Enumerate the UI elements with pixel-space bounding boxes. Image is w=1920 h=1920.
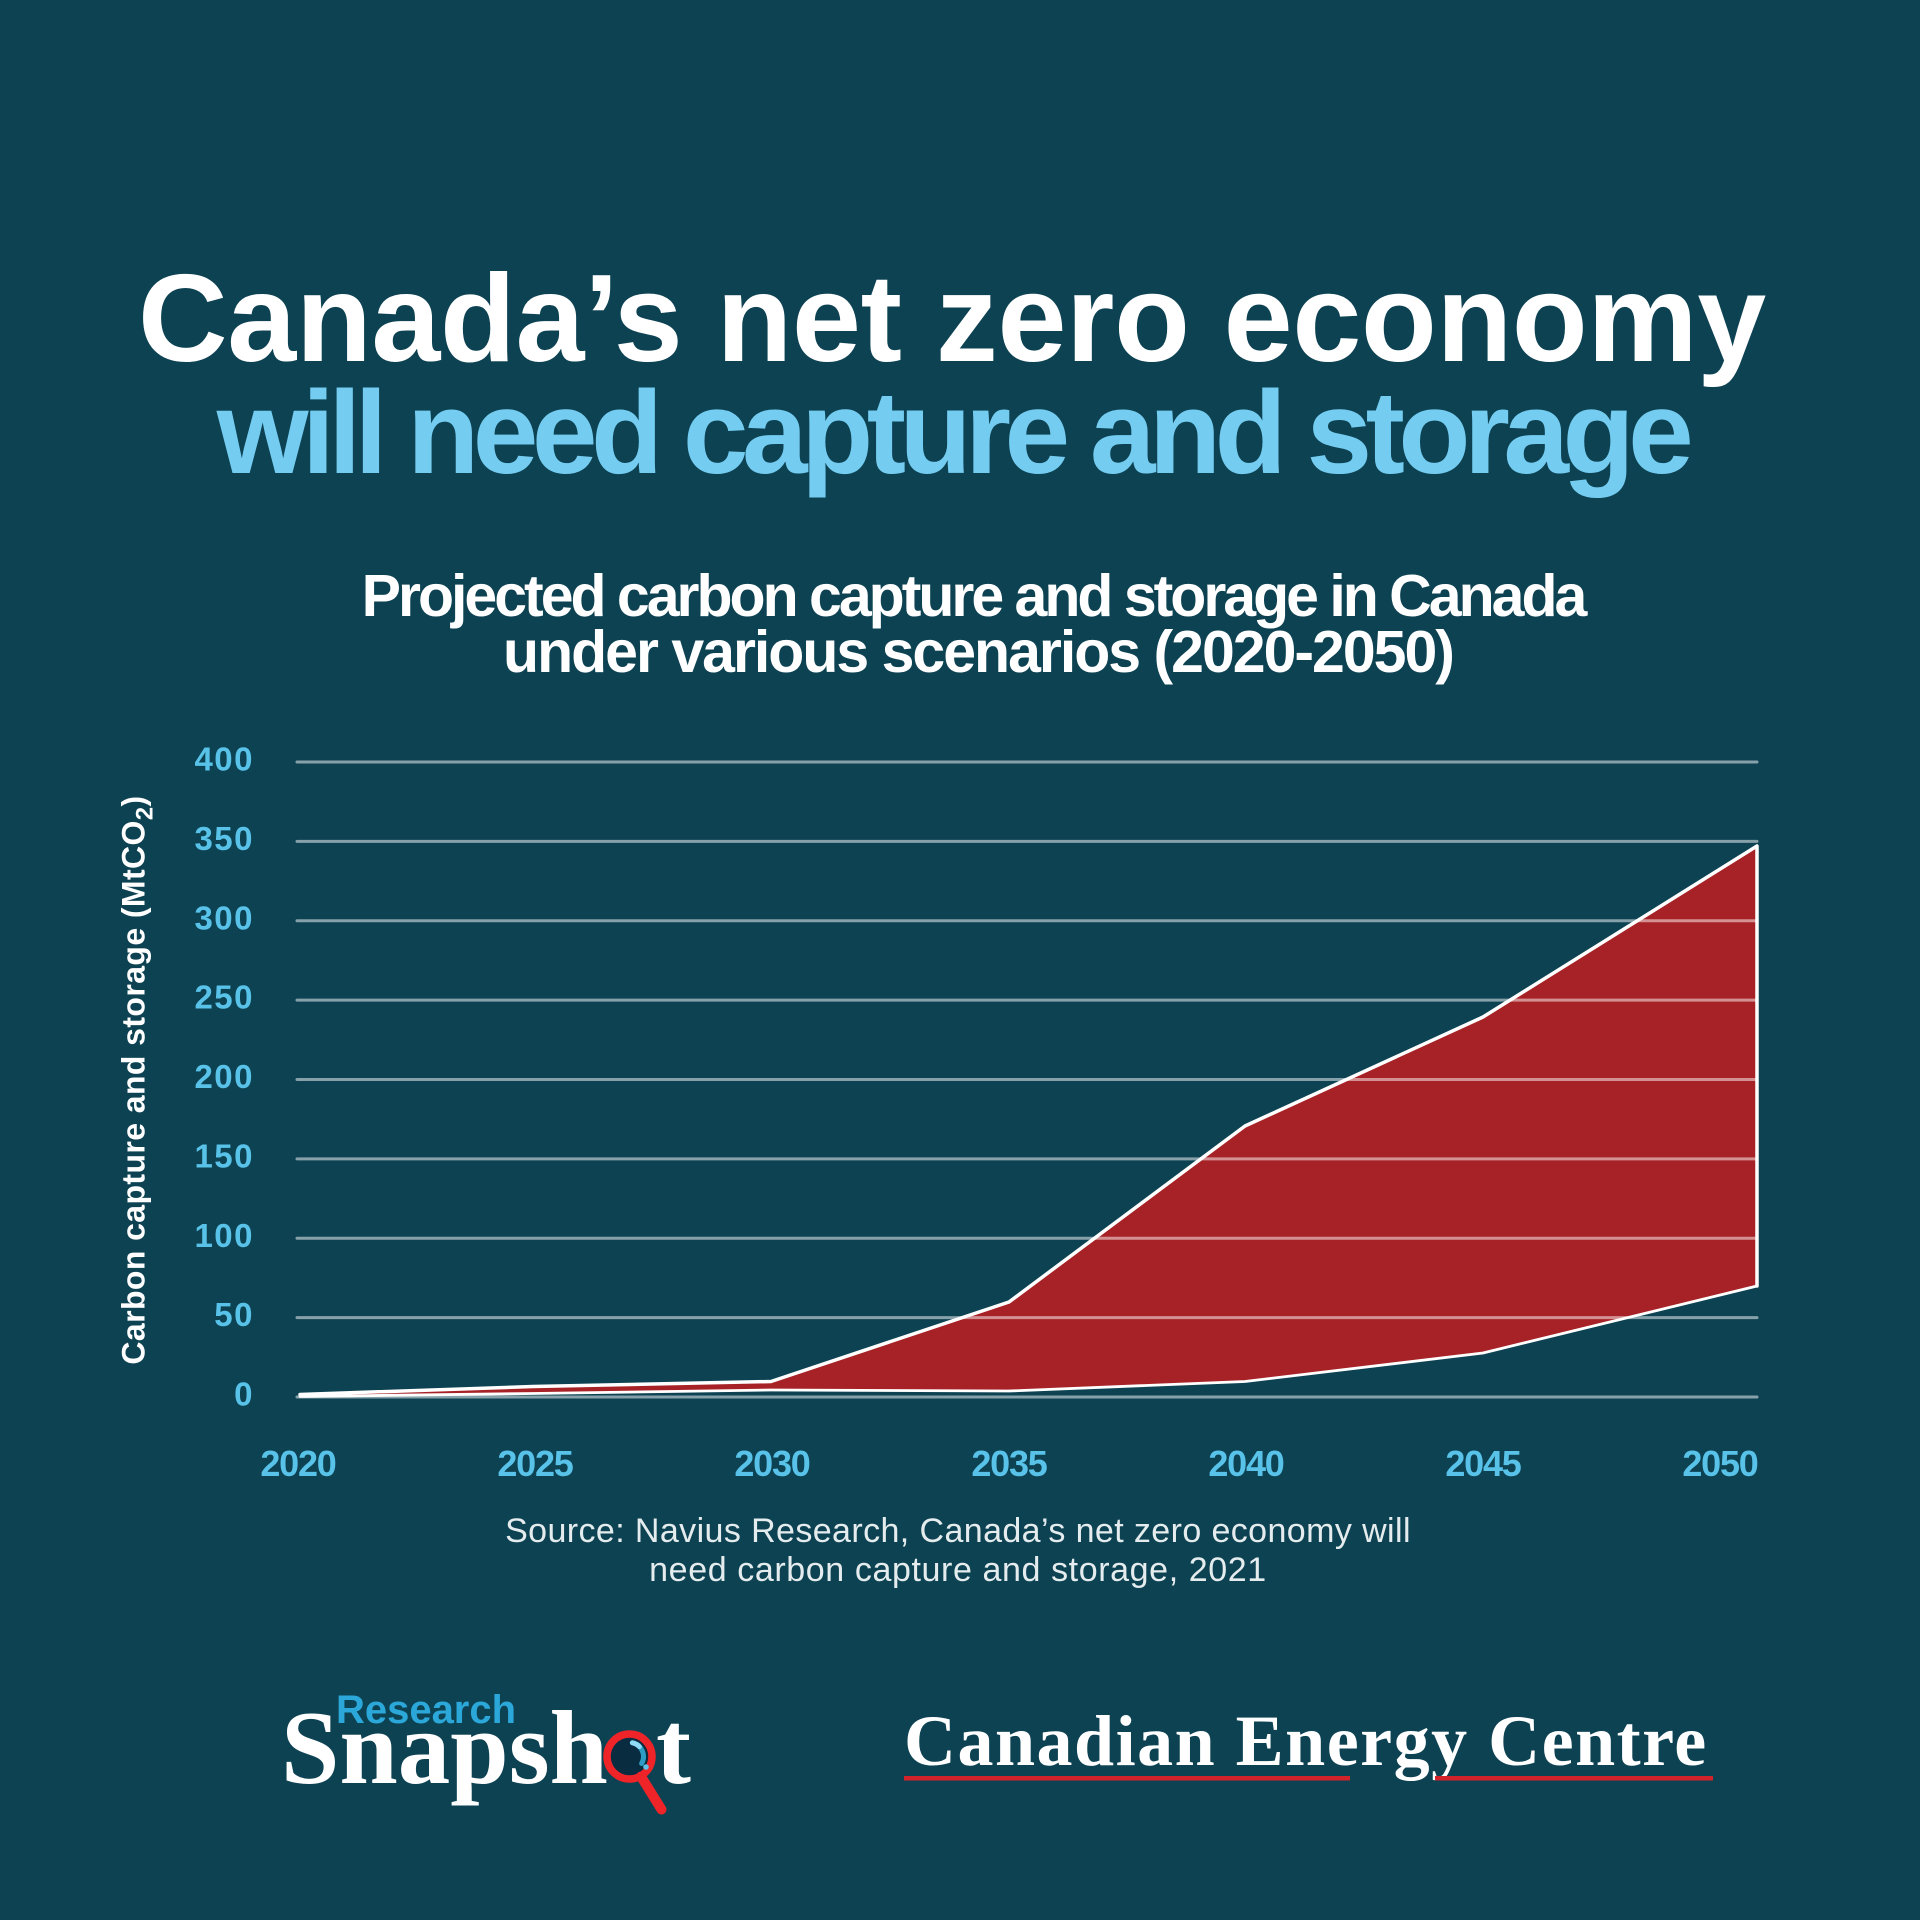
svg-text:250: 250 xyxy=(194,979,254,1016)
svg-text:Canadian Energy Centre: Canadian Energy Centre xyxy=(904,1701,1708,1781)
svg-text:Source: Navius Research, Canad: Source: Navius Research, Canada’s net ze… xyxy=(505,1512,1411,1550)
svg-text:150: 150 xyxy=(194,1137,254,1174)
svg-text:2035: 2035 xyxy=(971,1443,1047,1484)
svg-text:Research: Research xyxy=(336,1688,516,1732)
svg-text:need carbon capture and storag: need carbon capture and storage, 2021 xyxy=(649,1551,1267,1589)
svg-text:50: 50 xyxy=(214,1296,254,1333)
svg-text:200: 200 xyxy=(194,1058,254,1095)
svg-text:Snapsh: Snapsh xyxy=(281,1689,608,1806)
svg-text:Projected carbon capture and s: Projected carbon capture and storage in … xyxy=(362,563,1589,629)
svg-text:100: 100 xyxy=(194,1217,254,1254)
svg-text:2020: 2020 xyxy=(260,1443,335,1484)
svg-text:Carbon capture and storage (Mt: Carbon capture and storage (MtCO2) xyxy=(116,795,159,1364)
svg-text:2040: 2040 xyxy=(1208,1443,1283,1484)
svg-text:300: 300 xyxy=(194,899,254,936)
svg-text:t: t xyxy=(656,1689,691,1806)
svg-text:0: 0 xyxy=(234,1376,254,1413)
svg-text:will need capture and storage: will need capture and storage xyxy=(216,367,1690,499)
svg-text:under various scenarios (2020-: under various scenarios (2020-2050) xyxy=(503,619,1453,685)
svg-text:400: 400 xyxy=(194,741,254,778)
svg-text:2045: 2045 xyxy=(1445,1443,1521,1484)
svg-text:2030: 2030 xyxy=(734,1443,809,1484)
svg-text:2050: 2050 xyxy=(1682,1443,1757,1484)
svg-text:2025: 2025 xyxy=(497,1443,573,1484)
svg-text:350: 350 xyxy=(194,820,254,857)
svg-text:Canada’s net zero economy: Canada’s net zero economy xyxy=(138,250,1766,388)
